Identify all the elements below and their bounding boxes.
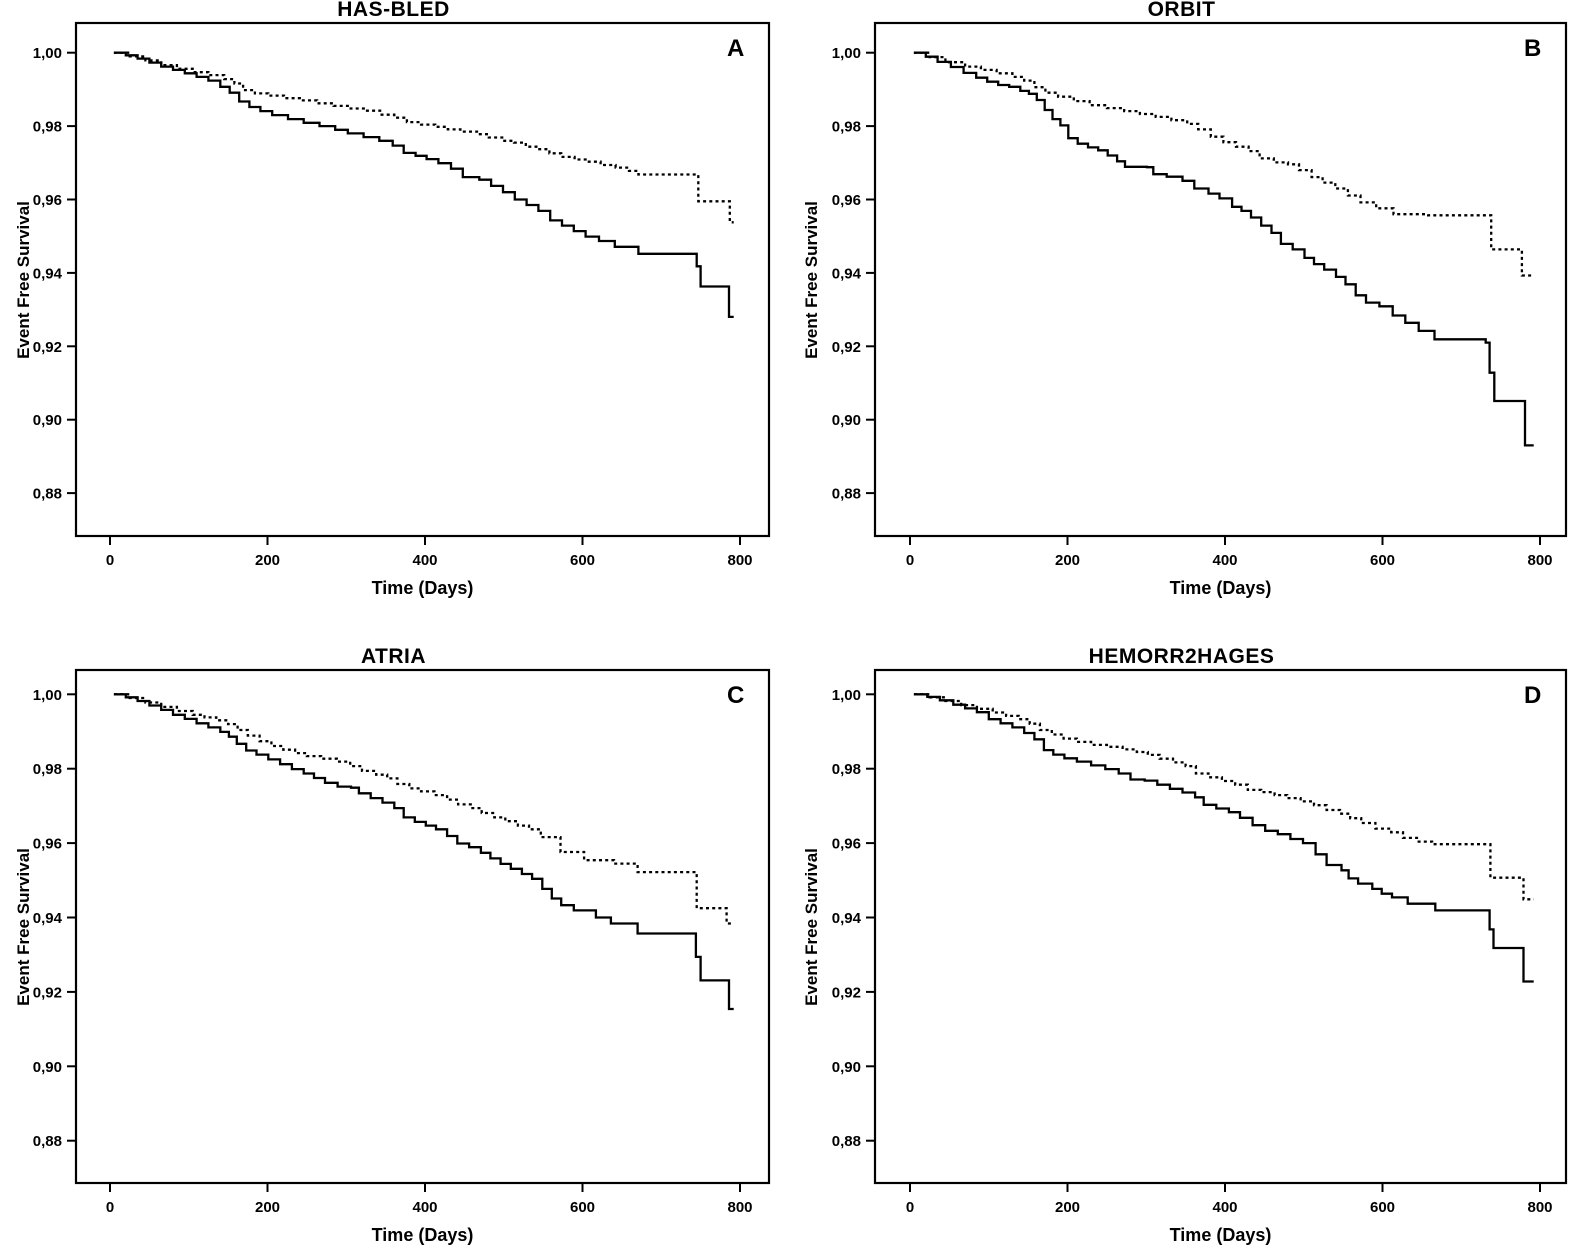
svg-text:0,94: 0,94 — [33, 910, 63, 927]
panel-letter: A — [727, 35, 745, 62]
svg-text:0,92: 0,92 — [33, 984, 62, 1001]
svg-text:0,98: 0,98 — [33, 119, 62, 136]
x-axis-title: Time (Days) — [371, 578, 474, 598]
svg-text:0,98: 0,98 — [33, 761, 62, 778]
svg-text:0,94: 0,94 — [832, 265, 862, 282]
svg-text:0,96: 0,96 — [33, 192, 62, 209]
km-plot-svg: 0 200 400 600 800 1,00 0,98 0,96 0,94 0,92 0,90 0,8… — [33, 668, 771, 1216]
svg-text:0: 0 — [106, 552, 114, 569]
svg-text:0,96: 0,96 — [832, 192, 861, 209]
svg-text:0,88: 0,88 — [832, 486, 861, 503]
svg-text:0,92: 0,92 — [33, 339, 62, 356]
svg-text:600: 600 — [570, 1199, 595, 1216]
svg-text:800: 800 — [1527, 1199, 1552, 1216]
panel-orbit: ORBIT Event Free Survival 0 200 400 600 800 1… — [788, 0, 1575, 618]
svg-text:200: 200 — [255, 552, 280, 569]
svg-text:800: 800 — [727, 1199, 752, 1216]
svg-text:0,98: 0,98 — [832, 119, 861, 136]
svg-text:0,92: 0,92 — [832, 339, 861, 356]
svg-text:0,90: 0,90 — [33, 412, 62, 429]
svg-text:0,90: 0,90 — [832, 412, 861, 429]
svg-text:0: 0 — [106, 1199, 114, 1216]
km-plot-svg: 0 200 400 600 800 1,00 0,98 0,96 0,94 0,92 0,90 0,8… — [832, 21, 1568, 569]
svg-text:200: 200 — [1055, 1199, 1080, 1216]
km-plot-svg: 0 200 400 600 800 1,00 0,98 0,96 0,94 0,92 0,90 0,8… — [33, 21, 771, 569]
svg-text:0,92: 0,92 — [832, 984, 861, 1001]
svg-text:400: 400 — [1212, 1199, 1237, 1216]
svg-text:0,90: 0,90 — [33, 1059, 62, 1076]
svg-text:1,00: 1,00 — [832, 45, 861, 62]
panel-has-bled: HAS-BLED Event Free Survival 0 200 400 600 8… — [0, 0, 787, 618]
svg-text:0,88: 0,88 — [33, 1133, 62, 1150]
svg-text:0: 0 — [906, 1199, 914, 1216]
svg-text:0,88: 0,88 — [832, 1133, 861, 1150]
panel-hemorr2hages: HEMORR2HAGES Event Free Survival 0 200 400… — [788, 620, 1575, 1251]
svg-text:200: 200 — [1055, 552, 1080, 569]
svg-text:1,00: 1,00 — [33, 45, 62, 62]
svg-text:600: 600 — [1370, 552, 1395, 569]
svg-text:200: 200 — [255, 1199, 280, 1216]
x-axis-title: Time (Days) — [371, 1225, 474, 1245]
svg-text:400: 400 — [412, 552, 437, 569]
panel-letter: B — [1524, 35, 1542, 62]
x-axis-title: Time (Days) — [1169, 1225, 1272, 1245]
svg-text:0,94: 0,94 — [33, 265, 63, 282]
svg-text:0: 0 — [906, 552, 914, 569]
svg-text:400: 400 — [412, 1199, 437, 1216]
panel-letter: C — [727, 682, 745, 709]
svg-text:0,90: 0,90 — [832, 1059, 861, 1076]
svg-text:400: 400 — [1212, 552, 1237, 569]
panel-title: HEMORR2HAGES — [1088, 645, 1275, 668]
panel-title: HAS-BLED — [337, 0, 450, 21]
svg-text:800: 800 — [727, 552, 752, 569]
panel-title: ATRIA — [360, 645, 427, 668]
svg-text:600: 600 — [1370, 1199, 1395, 1216]
svg-text:1,00: 1,00 — [832, 687, 861, 704]
svg-text:1,00: 1,00 — [33, 687, 62, 704]
panel-atria: ATRIA Event Free Survival 0 200 400 600 800 1… — [0, 620, 787, 1251]
km-plot-svg: 0 200 400 600 800 1,00 0,98 0,96 0,94 0,92 0,90 0,8… — [832, 668, 1568, 1216]
panel-title: ORBIT — [1147, 0, 1216, 21]
svg-text:0,96: 0,96 — [832, 836, 861, 853]
svg-text:0,96: 0,96 — [33, 836, 62, 853]
svg-text:0,98: 0,98 — [832, 761, 861, 778]
svg-text:800: 800 — [1527, 552, 1552, 569]
x-axis-title: Time (Days) — [1169, 578, 1272, 598]
svg-text:600: 600 — [570, 552, 595, 569]
svg-text:0,88: 0,88 — [33, 486, 62, 503]
panel-letter: D — [1524, 682, 1542, 709]
svg-text:0,94: 0,94 — [832, 910, 862, 927]
